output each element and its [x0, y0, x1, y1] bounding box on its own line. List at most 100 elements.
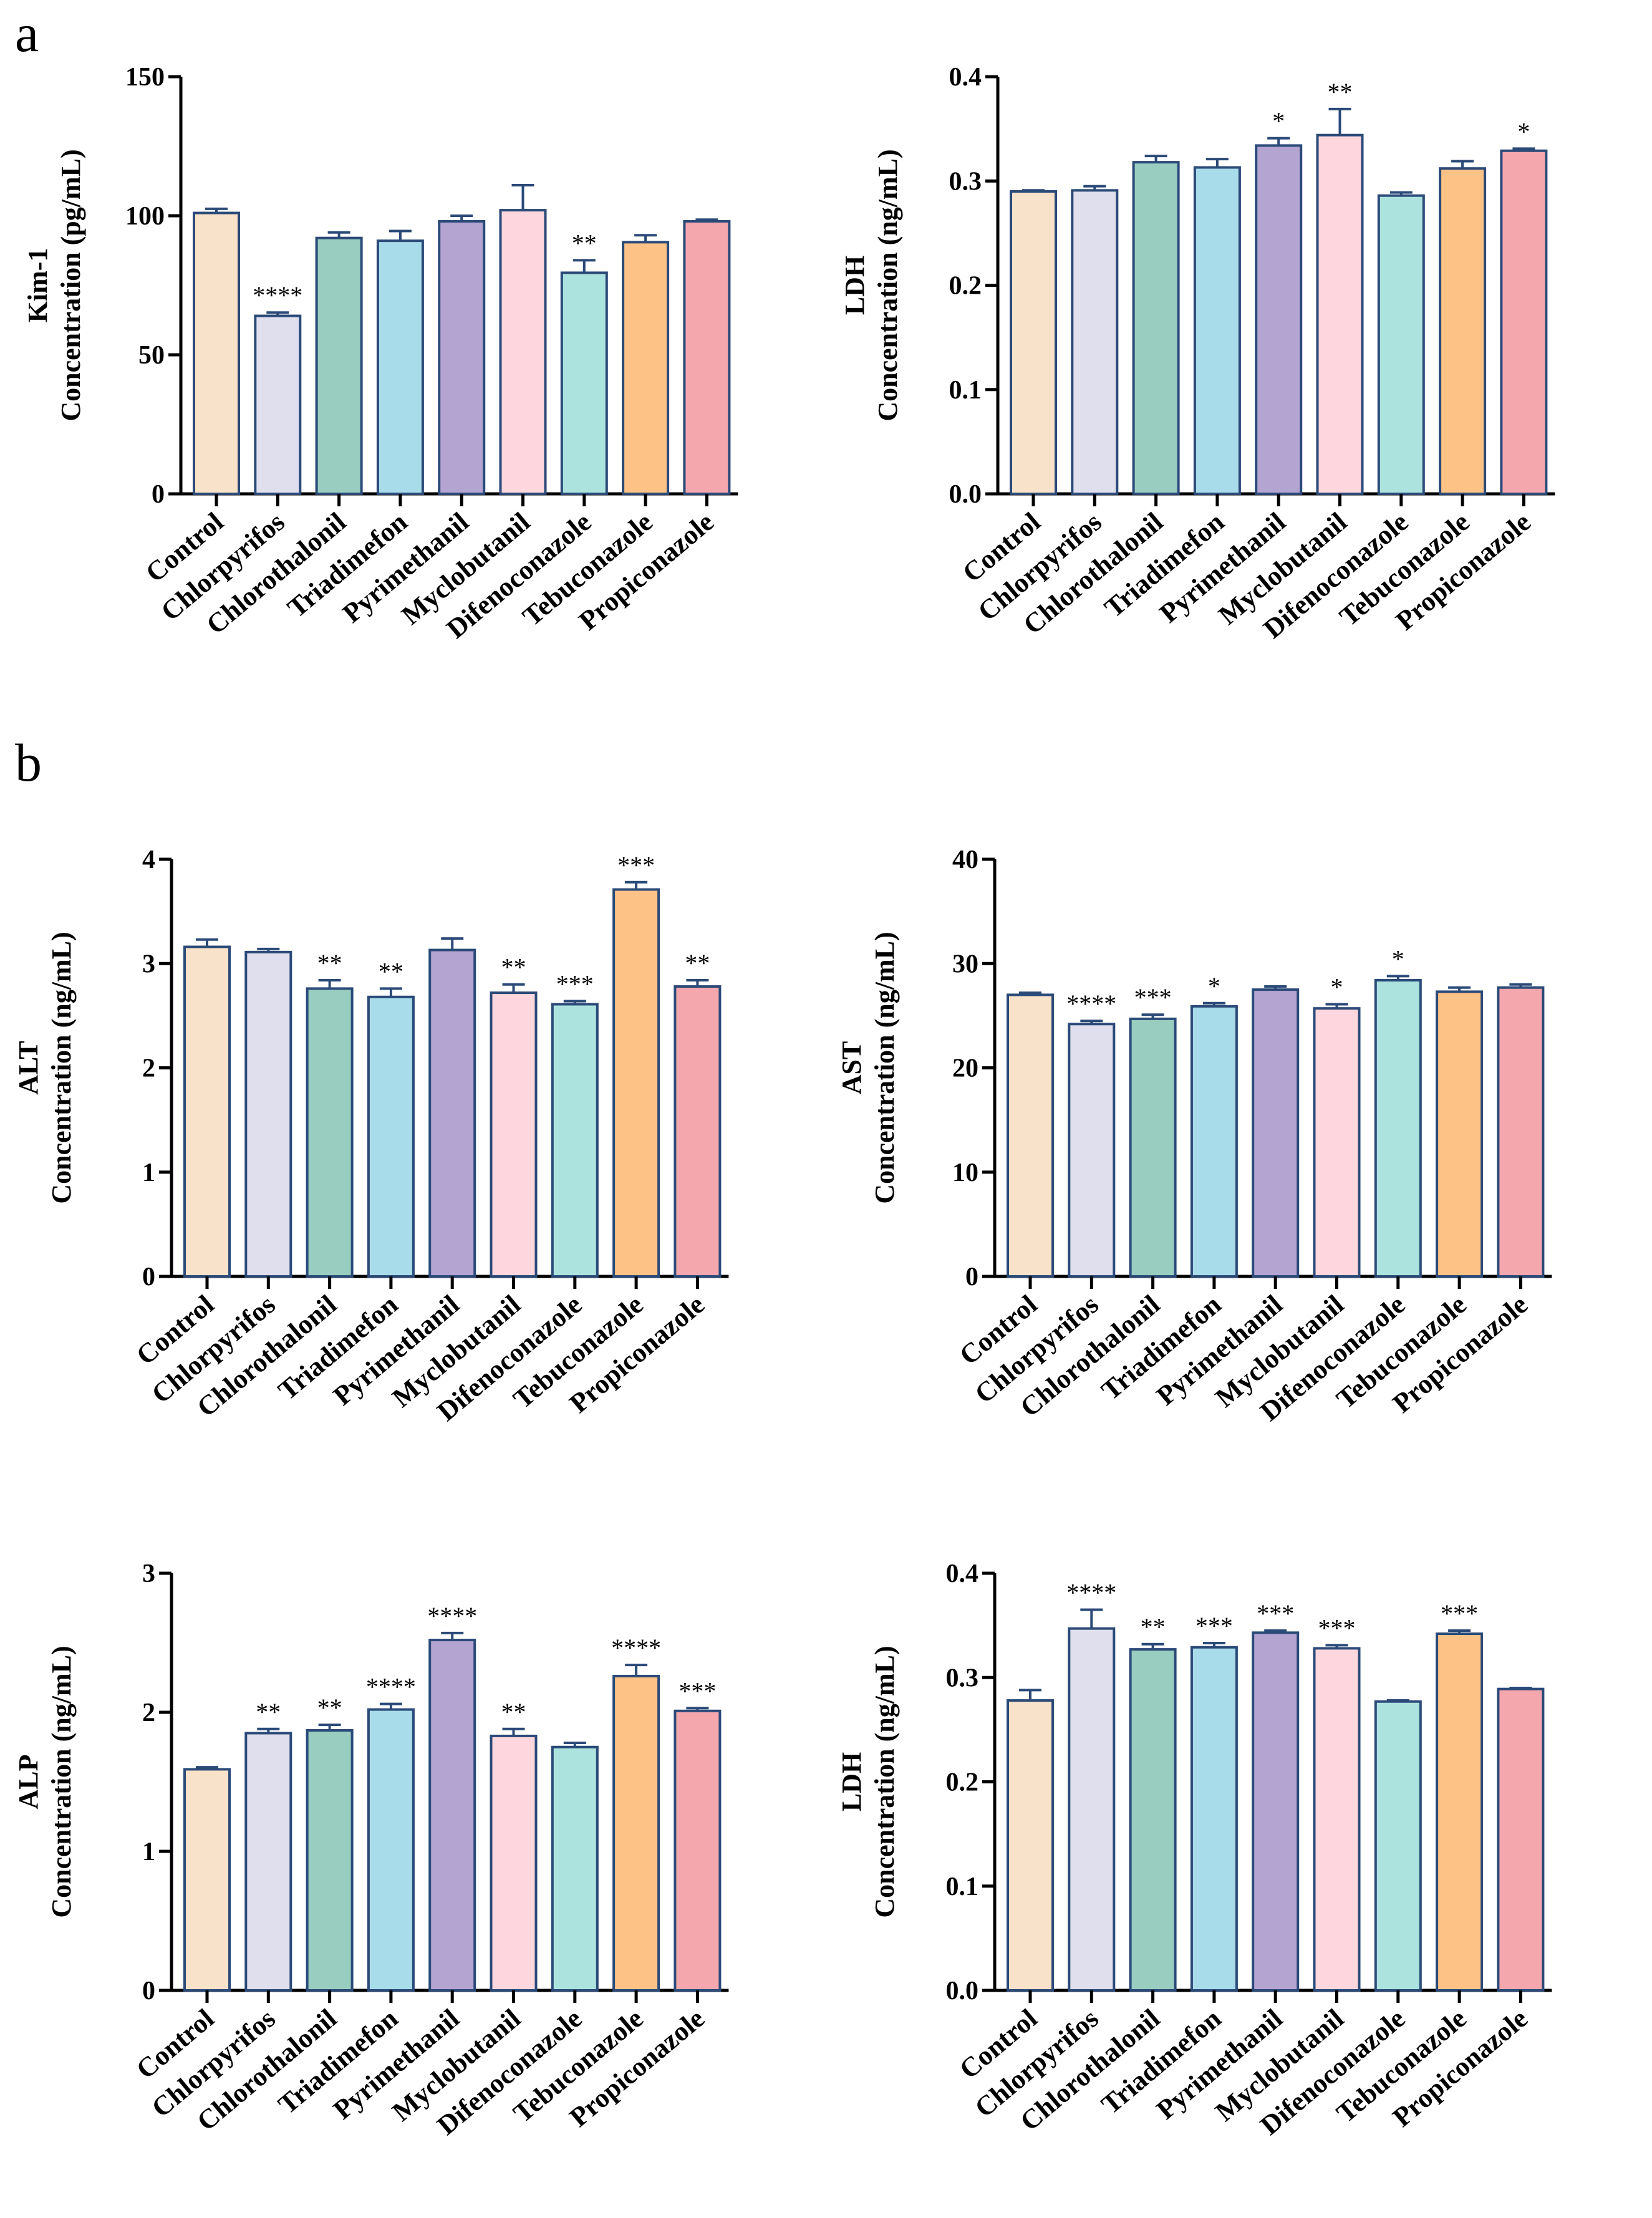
y-axis-subtitle: Concentration (pg/mL)	[56, 149, 86, 421]
significance-marker: *	[1272, 107, 1285, 135]
y-tick-label: 0.3	[949, 167, 982, 196]
significance-marker: ****	[366, 1673, 416, 1701]
bar	[499, 209, 547, 495]
y-tick-label: 1	[142, 1838, 155, 1866]
panel-label-b: b	[15, 733, 42, 793]
significance-marker: **	[1328, 78, 1353, 106]
bar	[367, 1708, 415, 1992]
bar	[1313, 1007, 1361, 1278]
y-tick-label: 0.1	[946, 1873, 979, 1901]
significance-marker: **	[256, 1698, 281, 1726]
significance-marker: ****	[253, 281, 302, 309]
bar	[622, 241, 670, 495]
bar	[683, 219, 731, 495]
y-axis-subtitle: Concentration (ng/mL)	[46, 1646, 77, 1917]
significance-marker: ****	[1066, 1579, 1116, 1607]
bar	[306, 1729, 354, 1992]
significance-marker: ***	[679, 1677, 716, 1705]
y-axis-title: Kim-1	[22, 248, 53, 323]
bar	[612, 1675, 660, 1992]
significance-marker: ***	[1318, 1614, 1356, 1642]
bar	[551, 1745, 599, 1992]
bar	[1068, 1023, 1116, 1278]
bar	[1007, 1699, 1054, 1992]
significance-marker: **	[501, 1698, 526, 1726]
bar	[1252, 1631, 1300, 1992]
y-axis-subtitle: Concentration (ng/mL)	[869, 932, 900, 1203]
bar	[1193, 166, 1241, 495]
bar	[490, 1734, 538, 1992]
significance-marker: ***	[617, 851, 655, 879]
y-axis-title: ALP	[13, 1755, 44, 1810]
bar	[244, 1732, 292, 1992]
bar	[674, 1709, 722, 1992]
y-tick-label: 0.0	[946, 1977, 979, 2005]
bar	[1129, 1017, 1177, 1278]
bar	[376, 239, 424, 495]
bar	[1374, 979, 1422, 1278]
bar	[1071, 189, 1119, 495]
bar	[244, 950, 292, 1278]
y-tick-label: 0.3	[946, 1664, 979, 1692]
y-axis-title: LDH	[839, 256, 870, 315]
bar	[183, 945, 231, 1278]
bar	[674, 985, 722, 1278]
bar	[1255, 144, 1303, 495]
bar	[560, 271, 608, 495]
bar	[1497, 986, 1545, 1278]
significance-marker: ****	[611, 1634, 661, 1662]
significance-marker: **	[317, 1694, 342, 1722]
bar	[551, 1003, 599, 1278]
y-tick-label: 150	[125, 63, 165, 92]
y-tick-label: 2	[142, 1699, 155, 1727]
significance-marker: **	[317, 949, 342, 977]
bar	[428, 1639, 476, 1992]
bar	[1007, 993, 1054, 1278]
y-tick-label: 0.4	[946, 1560, 979, 1588]
y-tick-label: 30	[952, 950, 978, 978]
y-tick-label: 0	[142, 1263, 155, 1291]
significance-marker: **	[685, 949, 710, 977]
y-tick-label: 0	[965, 1263, 978, 1291]
y-axis-subtitle: Concentration (ng/mL)	[872, 149, 903, 421]
bar	[1374, 1700, 1422, 1992]
bar	[1190, 1005, 1238, 1278]
bar	[315, 236, 363, 495]
significance-marker: **	[1141, 1613, 1166, 1641]
bar	[1010, 190, 1057, 495]
y-tick-label: 20	[952, 1054, 978, 1083]
significance-marker: *	[1517, 117, 1530, 145]
bar	[1316, 133, 1364, 496]
panel-label-a: a	[15, 3, 39, 63]
significance-marker: **	[572, 229, 597, 257]
significance-marker: *	[1331, 973, 1343, 1001]
bar	[428, 948, 476, 1278]
significance-marker: *	[1208, 972, 1220, 1000]
bar	[490, 991, 538, 1278]
bar	[612, 888, 660, 1278]
bar	[1377, 194, 1425, 495]
y-tick-label: 50	[138, 341, 165, 370]
significance-marker: ***	[556, 970, 594, 998]
y-tick-label: 10	[952, 1159, 978, 1187]
y-axis-title: LDH	[836, 1752, 867, 1811]
y-tick-label: 2	[142, 1054, 155, 1083]
bar	[1497, 1687, 1545, 1992]
y-tick-label: 100	[125, 202, 165, 231]
y-tick-label: 0.2	[946, 1768, 979, 1797]
bar	[1439, 167, 1487, 495]
bar	[1436, 1632, 1484, 1992]
y-tick-label: 3	[142, 1560, 155, 1588]
bar	[367, 995, 415, 1278]
y-axis-subtitle: Concentration (ng/mL)	[46, 932, 77, 1203]
significance-marker: *	[1392, 945, 1404, 973]
bar	[1132, 161, 1180, 495]
significance-marker: ***	[1134, 983, 1172, 1011]
y-tick-label: 1	[142, 1159, 155, 1187]
significance-marker: ****	[1066, 990, 1116, 1018]
